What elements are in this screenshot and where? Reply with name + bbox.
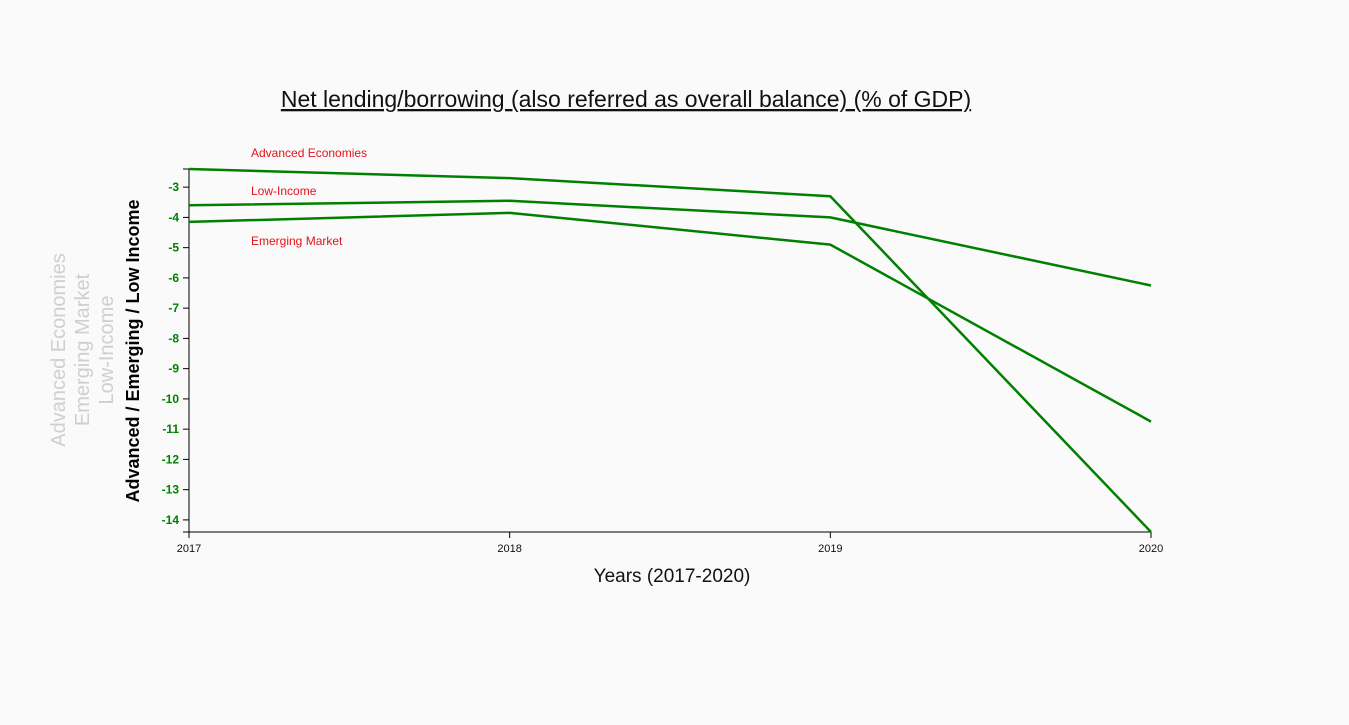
series-line-emerging-market [188,211,1152,423]
y-tick-label: -3 [168,180,179,194]
y-tick-label: -6 [168,271,179,285]
legend-item-emerging-market: Emerging Market [251,234,343,248]
x-tick-label: 2019 [818,543,842,555]
x-axis-label: Years (2017-2020) [594,566,751,587]
y-tick-label: -8 [168,331,179,345]
y-tick-label: -14 [162,513,180,527]
legend: Advanced Economies Low-Income Emerging M… [251,146,367,248]
chart-title: Net lending/borrowing (also referred as … [281,86,971,112]
x-tick-label: 2017 [177,543,201,555]
y-tick-label: -4 [168,210,179,224]
y-axis-label: Advanced / Emerging / Low Income [123,199,143,502]
y-tick-label: -13 [162,483,180,497]
y-tick-label: -12 [162,452,180,466]
y-tick-label: -5 [168,241,179,255]
series-lines [188,167,1152,533]
x-tick-label: 2020 [1139,543,1163,555]
x-axis: 2017 2018 2019 2020 [177,531,1163,555]
series-line-advanced-economies [188,167,1152,533]
y-tick-label: -11 [162,422,179,436]
side-label-low-income: Low-Income [96,296,118,405]
side-label-advanced-economies: Advanced Economies [48,253,70,446]
x-tick-label: 2018 [497,543,521,555]
side-labels: Advanced Economies Emerging Market Low-I… [48,253,118,446]
y-tick-label: -9 [168,362,179,376]
series-line-low-income [188,199,1152,287]
legend-item-advanced-economies: Advanced Economies [251,146,367,160]
y-axis: -3 -4 -5 -6 -7 -8 -9 -10 -11 -12 -13 -14 [162,168,190,533]
y-tick-label: -7 [168,301,179,315]
y-tick-label: -10 [162,392,180,406]
side-label-emerging-market: Emerging Market [72,273,94,426]
legend-item-low-income: Low-Income [251,184,317,198]
